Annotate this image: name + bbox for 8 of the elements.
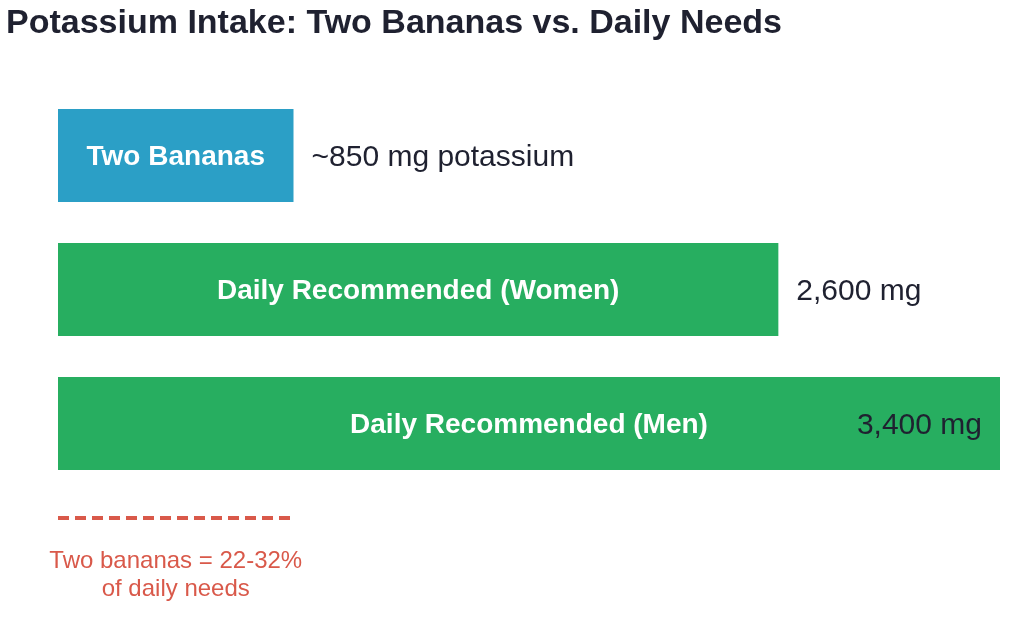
y-tick-label: Two Bananas [86, 140, 265, 172]
data-label: 3,400 mg [856, 407, 982, 440]
data-label: 2,600 mg [796, 273, 922, 306]
text: Two bananas = 22-32% of daily needs [49, 546, 303, 601]
y-tick-label: Daily Recommended (Women) [216, 274, 620, 306]
data-label: ~850 mg potassium [311, 139, 575, 172]
y-tick-label: Daily Recommended (Men) [350, 408, 708, 440]
chart-title: Potassium Intake: Two Bananas vs. Daily Needs [6, 2, 782, 40]
